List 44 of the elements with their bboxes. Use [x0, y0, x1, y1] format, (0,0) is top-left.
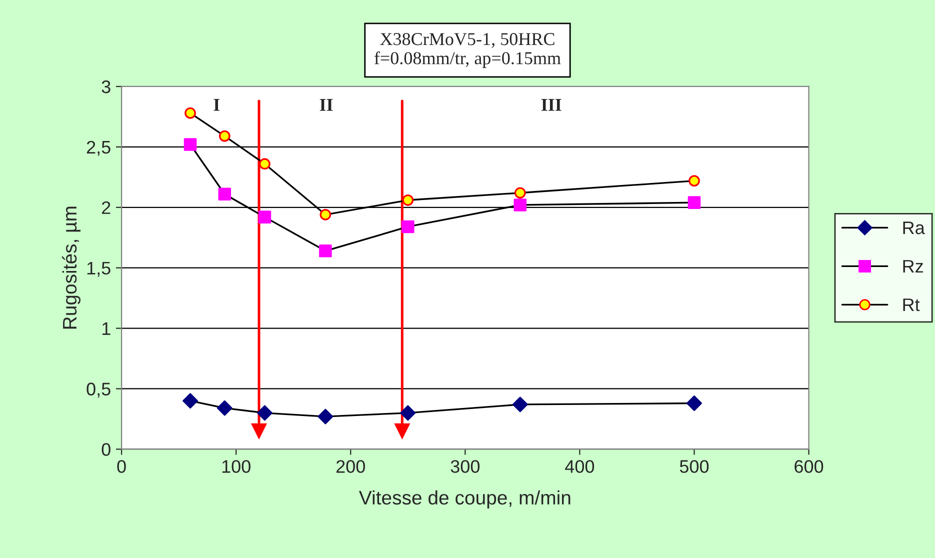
point — [320, 208, 332, 220]
x-tick-label: 600 — [794, 460, 824, 473]
point — [258, 210, 272, 224]
point — [218, 130, 230, 142]
point — [319, 244, 332, 258]
legend-label: Rt — [903, 298, 920, 312]
y-tick-label: 1 — [102, 322, 110, 335]
x-tick-label: 300 — [450, 460, 480, 473]
point — [182, 393, 198, 409]
point — [402, 194, 414, 206]
x-tick-label: 100 — [222, 460, 250, 473]
chart-title: X38CrMoV5-1, 50HRC f=0.08mm/tr, ap=0.15mm — [374, 33, 561, 68]
point — [216, 400, 232, 416]
annotation: I — [214, 98, 220, 111]
y-tick-label: 3 — [102, 80, 110, 94]
x-axis-title: Vitesse de coupe, m/min — [358, 490, 570, 508]
point — [688, 196, 701, 209]
annotation: II — [320, 98, 333, 111]
point — [514, 187, 526, 199]
annotation: III — [541, 98, 562, 111]
point — [184, 138, 197, 151]
point — [184, 107, 196, 119]
x-tick-label: 0 — [117, 460, 126, 473]
y-tick-label: 2,5 — [86, 140, 110, 156]
x-tick-label: 500 — [680, 460, 709, 473]
point — [257, 405, 272, 421]
point — [686, 396, 702, 411]
y-tick-label: 2 — [102, 201, 110, 214]
point — [512, 396, 528, 412]
point — [259, 158, 270, 170]
x-tick-label: 400 — [565, 460, 594, 473]
point — [402, 220, 414, 234]
y-tick-label: 0,5 — [86, 382, 110, 398]
point — [218, 188, 232, 200]
point — [514, 198, 527, 212]
point — [400, 405, 416, 421]
legend-label: Rz — [903, 260, 923, 273]
x-tick-label: 200 — [336, 460, 365, 473]
point — [688, 175, 700, 186]
point — [318, 408, 334, 424]
y-axis-title: Rugosités, µm — [62, 206, 80, 329]
y-tick-label: 1,5 — [87, 262, 110, 277]
legend-label: Ra — [903, 222, 925, 234]
y-tick-label: 0 — [102, 443, 110, 456]
